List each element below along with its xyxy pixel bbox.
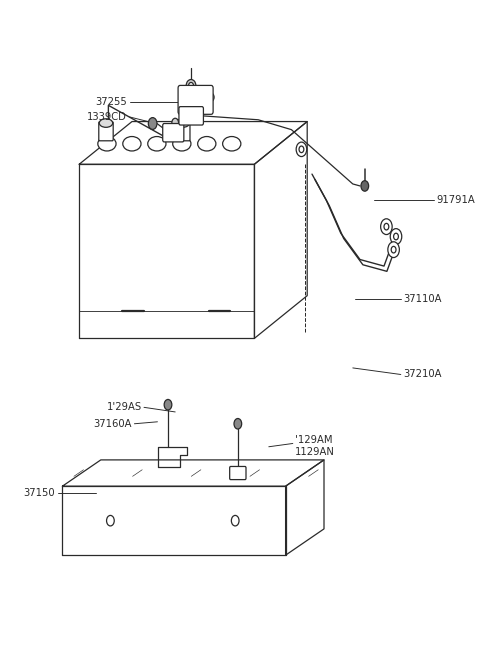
Text: '129AM: '129AM <box>295 435 333 445</box>
Text: 37150: 37150 <box>24 487 55 498</box>
Ellipse shape <box>206 93 214 102</box>
Circle shape <box>148 118 157 129</box>
Text: 37110A: 37110A <box>403 294 442 304</box>
Text: 37160A: 37160A <box>94 419 132 429</box>
Text: 37255: 37255 <box>96 97 127 107</box>
Circle shape <box>390 229 402 244</box>
Text: 1339CD: 1339CD <box>87 112 127 122</box>
Text: 37210A: 37210A <box>403 369 442 380</box>
FancyBboxPatch shape <box>178 85 213 114</box>
Circle shape <box>388 242 399 258</box>
Ellipse shape <box>223 137 241 151</box>
Circle shape <box>384 223 389 230</box>
Circle shape <box>381 219 392 235</box>
Circle shape <box>107 515 114 526</box>
Circle shape <box>231 515 239 526</box>
Ellipse shape <box>98 137 116 151</box>
Circle shape <box>394 233 398 240</box>
Ellipse shape <box>123 137 141 151</box>
Circle shape <box>234 419 242 429</box>
Circle shape <box>164 399 172 410</box>
FancyBboxPatch shape <box>163 124 184 142</box>
Ellipse shape <box>176 119 190 127</box>
Ellipse shape <box>198 137 216 151</box>
Text: 1129AN: 1129AN <box>295 447 335 457</box>
Ellipse shape <box>189 82 193 88</box>
Text: 91791A: 91791A <box>437 195 476 206</box>
Ellipse shape <box>173 137 191 151</box>
Ellipse shape <box>99 119 113 127</box>
Text: 1'29AS: 1'29AS <box>107 402 142 413</box>
FancyBboxPatch shape <box>99 122 113 141</box>
Circle shape <box>361 181 369 191</box>
FancyBboxPatch shape <box>229 466 246 480</box>
Ellipse shape <box>148 137 166 151</box>
FancyBboxPatch shape <box>176 122 190 141</box>
Circle shape <box>299 146 304 152</box>
Circle shape <box>172 118 179 127</box>
FancyBboxPatch shape <box>179 106 204 125</box>
Circle shape <box>391 246 396 253</box>
Circle shape <box>296 142 307 156</box>
Ellipse shape <box>186 79 196 91</box>
